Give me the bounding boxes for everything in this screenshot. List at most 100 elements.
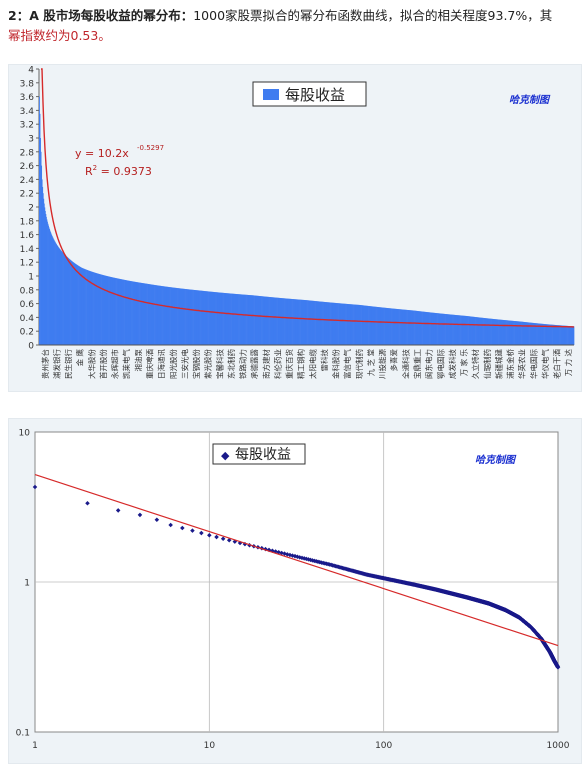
bar xyxy=(360,305,362,345)
data-point xyxy=(115,508,121,513)
scatter-chart-y-axis: 0.1 1 10 xyxy=(16,429,31,739)
bar xyxy=(262,296,263,345)
bar xyxy=(90,271,92,345)
bar xyxy=(281,298,283,345)
bar xyxy=(441,313,443,345)
bar xyxy=(83,268,85,345)
bar xyxy=(207,291,209,345)
bar xyxy=(267,296,269,345)
bar xyxy=(238,294,240,345)
bar xyxy=(230,293,231,345)
bar xyxy=(404,309,406,345)
bar xyxy=(65,255,67,345)
bar xyxy=(299,299,300,345)
bar xyxy=(530,322,532,345)
bar xyxy=(191,289,193,345)
bar xyxy=(175,287,177,345)
bar xyxy=(284,298,286,345)
y-tick-label: 0.1 xyxy=(16,729,30,739)
bar xyxy=(366,305,368,345)
bar xyxy=(309,300,311,345)
bar xyxy=(70,260,72,345)
bar xyxy=(539,323,541,345)
bar xyxy=(332,302,334,345)
bar xyxy=(449,314,451,345)
bar xyxy=(508,320,510,345)
bar xyxy=(178,288,179,345)
bar xyxy=(402,309,404,345)
bar xyxy=(138,282,140,345)
bar xyxy=(349,304,351,345)
bar xyxy=(70,259,71,345)
bar xyxy=(256,295,258,345)
bar xyxy=(559,325,560,345)
bar xyxy=(78,266,80,345)
bar xyxy=(250,295,252,345)
bar xyxy=(395,308,397,345)
bar xyxy=(185,289,187,345)
bar xyxy=(571,326,573,345)
bar xyxy=(95,272,97,345)
bar xyxy=(540,323,542,345)
bar xyxy=(276,297,277,345)
bar xyxy=(170,287,171,345)
bar xyxy=(475,317,477,345)
bar xyxy=(513,320,514,345)
bar xyxy=(351,304,353,345)
bar xyxy=(408,310,410,345)
bar xyxy=(561,325,563,345)
x-tick-label: 九 芝 堂 xyxy=(366,349,376,377)
bar xyxy=(474,316,476,345)
bar xyxy=(568,325,570,345)
bar xyxy=(358,304,360,345)
bar xyxy=(508,320,510,345)
bar xyxy=(123,279,124,345)
r-squared-value: = 0.9373 xyxy=(97,165,152,178)
bar xyxy=(526,322,528,345)
bar xyxy=(204,291,206,345)
bar xyxy=(409,310,411,345)
bar xyxy=(246,294,248,345)
bar xyxy=(366,305,368,345)
bar xyxy=(198,290,200,345)
bar xyxy=(439,313,441,345)
bar xyxy=(240,294,242,345)
bar xyxy=(428,312,430,345)
bar xyxy=(58,247,60,345)
bar xyxy=(515,321,517,345)
bar xyxy=(114,277,116,345)
bar xyxy=(260,296,262,345)
bar xyxy=(153,284,155,345)
bar xyxy=(499,319,501,345)
bar xyxy=(169,287,170,345)
bar xyxy=(447,314,449,345)
bar xyxy=(463,315,465,345)
bar xyxy=(286,298,288,345)
bar xyxy=(339,303,341,345)
bar xyxy=(253,295,254,345)
bar xyxy=(376,306,377,345)
bar xyxy=(490,318,492,345)
bar xyxy=(223,292,224,345)
bar xyxy=(178,288,180,345)
bar xyxy=(458,315,460,345)
bar xyxy=(88,270,90,345)
bar xyxy=(427,312,429,345)
bar xyxy=(430,312,432,345)
bar xyxy=(168,287,170,345)
x-tick-label: 现代制药 xyxy=(354,349,364,379)
bar xyxy=(469,316,471,345)
bar xyxy=(45,216,47,345)
bar xyxy=(187,289,189,345)
bar xyxy=(143,283,145,345)
bar xyxy=(565,325,567,345)
bar xyxy=(71,261,73,345)
bar xyxy=(550,324,552,345)
bar xyxy=(54,241,56,345)
bar xyxy=(465,315,467,345)
bar xyxy=(57,246,59,345)
bar xyxy=(339,303,341,345)
y-tick-label: 1 xyxy=(24,579,30,589)
bar xyxy=(389,308,391,345)
bar xyxy=(111,277,113,345)
